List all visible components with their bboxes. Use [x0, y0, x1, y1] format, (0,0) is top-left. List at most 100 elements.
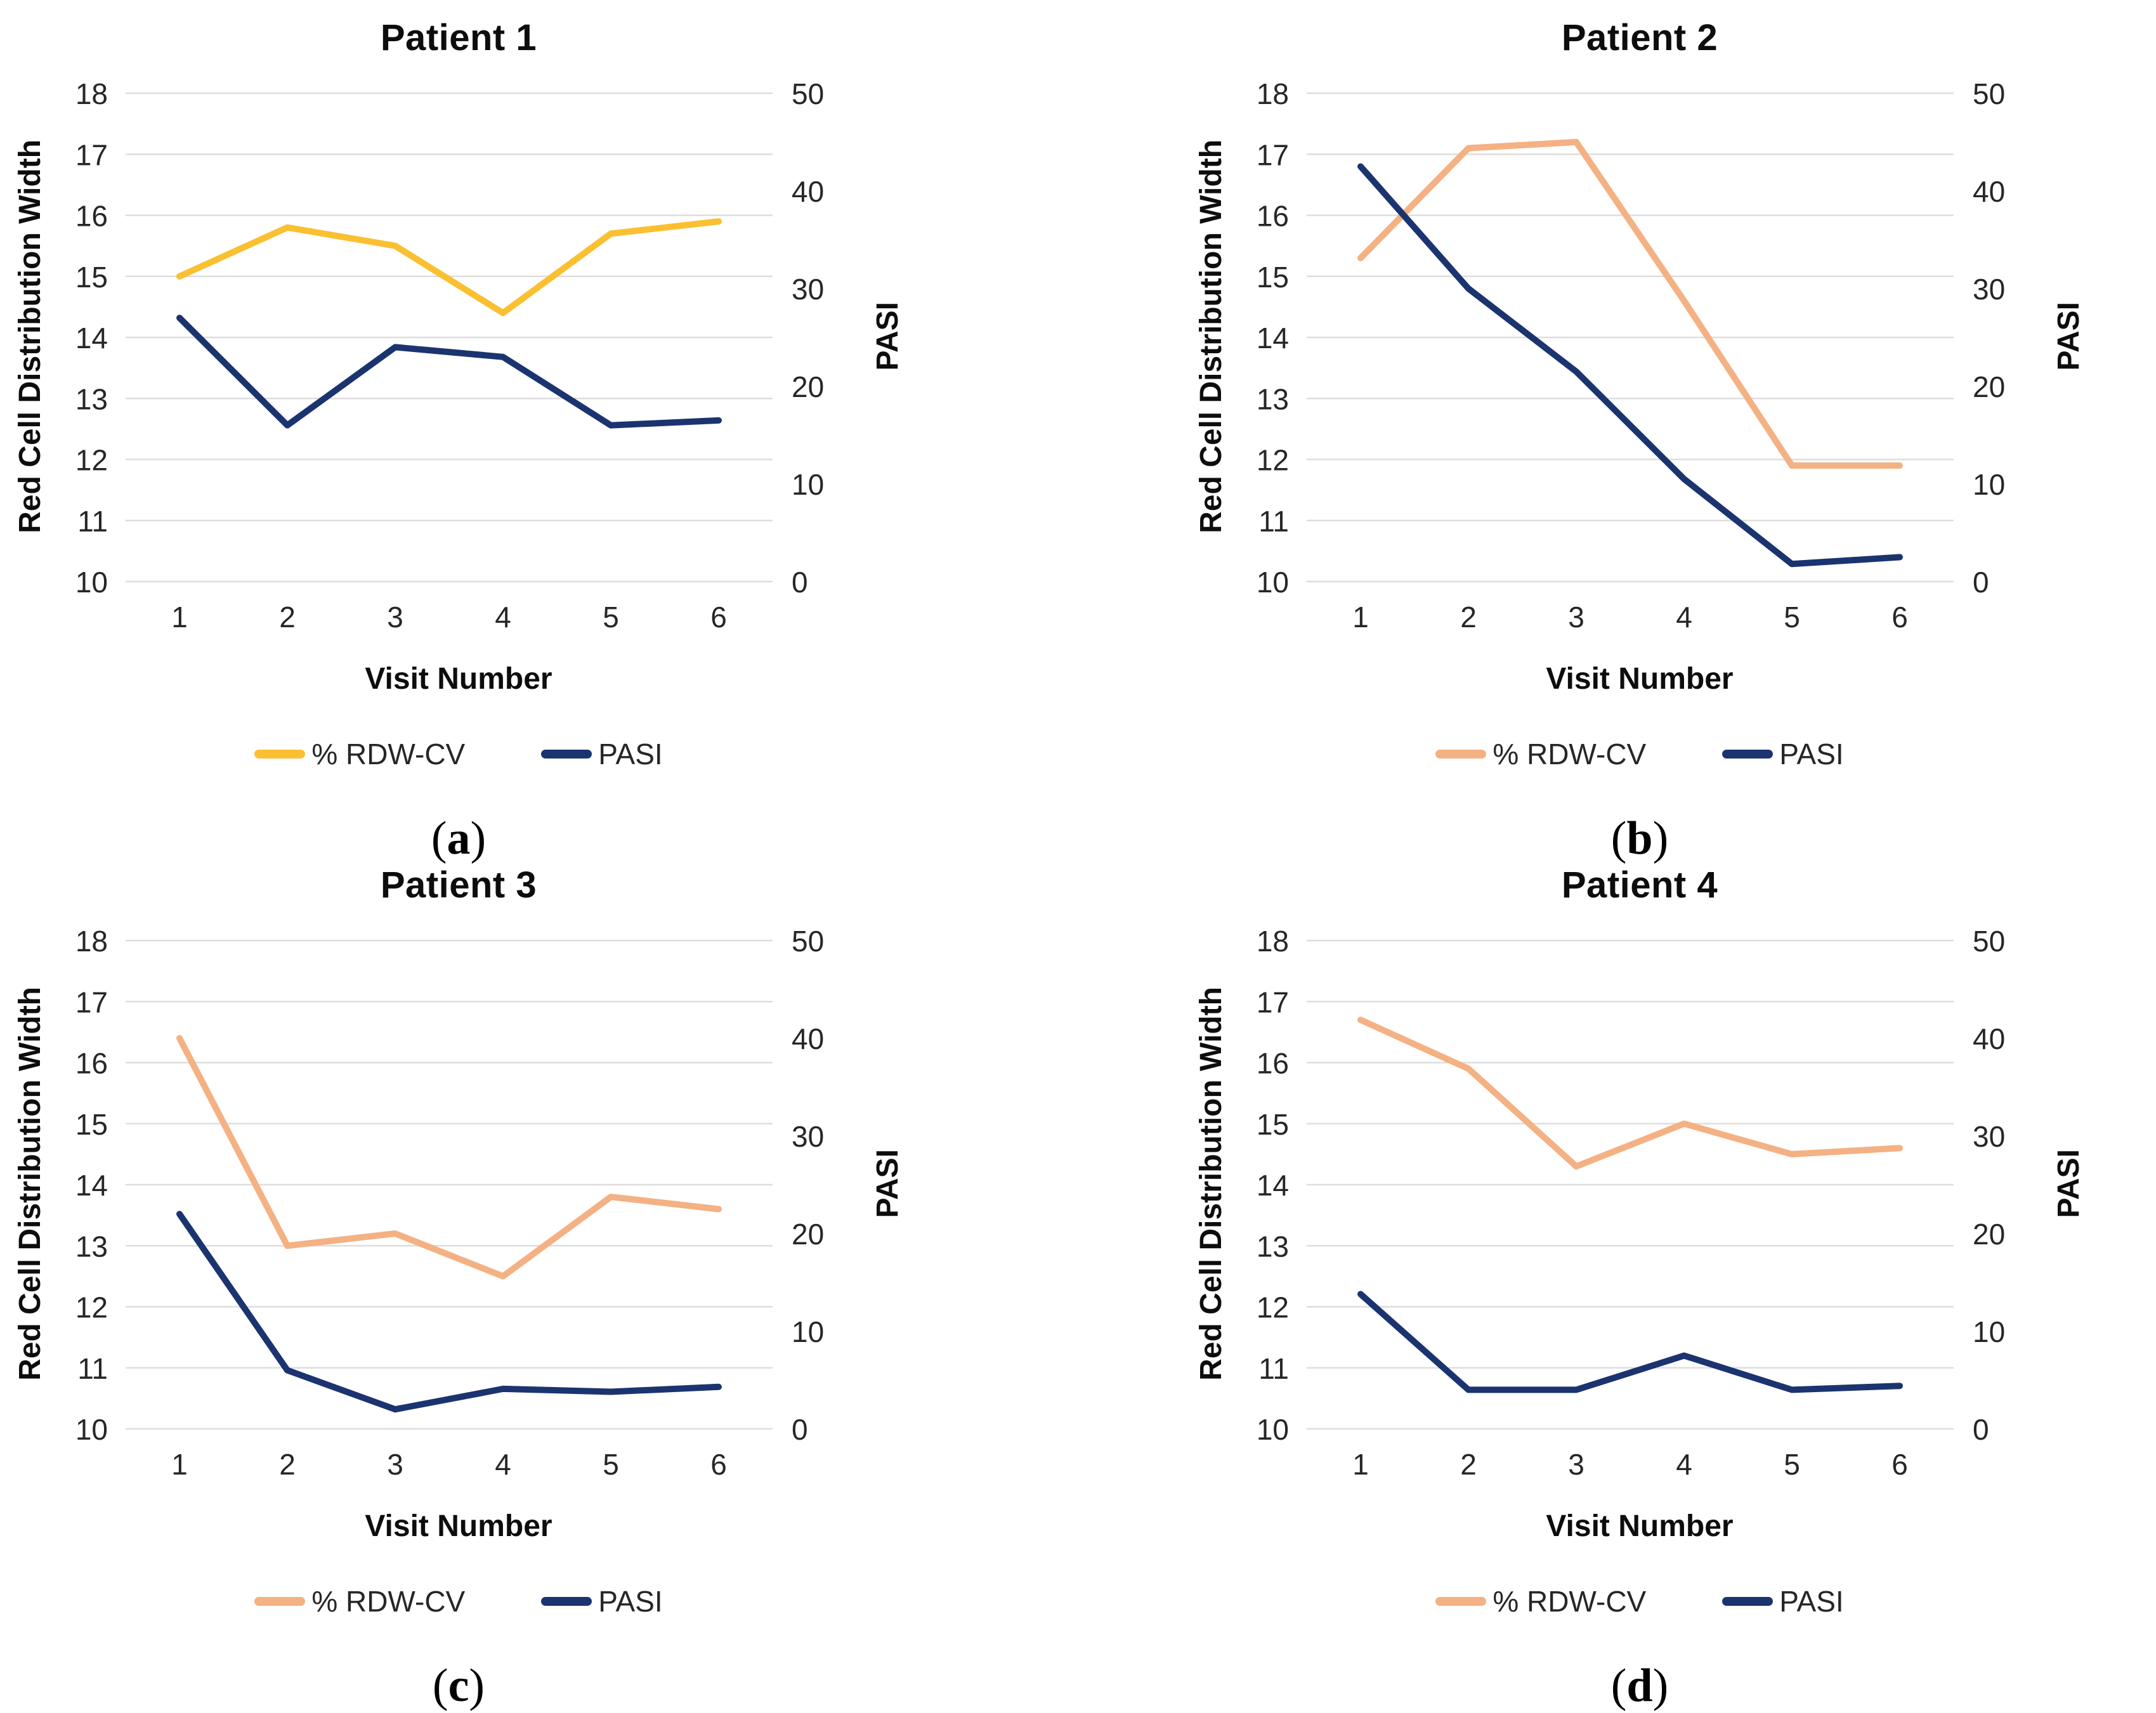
panel-caption: (d) — [1610, 1660, 1669, 1712]
legend-item-pasi: PASI — [1722, 1584, 1844, 1619]
legend-item-rdw: % RDW-CV — [1435, 1584, 1646, 1619]
svg-text:10: 10 — [1973, 468, 2005, 501]
svg-text:3: 3 — [1568, 601, 1584, 634]
svg-text:30: 30 — [1973, 273, 2005, 306]
svg-text:13: 13 — [75, 1230, 108, 1263]
x-axis-label: Visit Number — [365, 1509, 552, 1543]
svg-text:17: 17 — [75, 986, 108, 1019]
svg-text:6: 6 — [710, 601, 727, 634]
svg-text:5: 5 — [603, 1448, 619, 1481]
x-axis-label: Visit Number — [365, 662, 552, 696]
y-axis-title-right: PASI — [870, 1149, 905, 1218]
svg-text:2: 2 — [1460, 601, 1477, 634]
svg-text:16: 16 — [75, 200, 108, 233]
panel-caption: (b) — [1610, 812, 1669, 864]
rdw-legend-label: % RDW-CV — [311, 738, 466, 771]
svg-text:1: 1 — [1352, 1448, 1369, 1481]
svg-text:4: 4 — [1676, 601, 1692, 634]
svg-text:5: 5 — [603, 601, 619, 634]
svg-text:1: 1 — [171, 1448, 188, 1481]
svg-text:10: 10 — [1257, 1413, 1289, 1446]
y-axis-title-right: PASI — [2051, 301, 2086, 371]
svg-text:14: 14 — [75, 322, 108, 355]
chart-title: Patient 4 — [1561, 864, 1718, 906]
svg-text:6: 6 — [1891, 1448, 1908, 1481]
svg-text:13: 13 — [1257, 382, 1289, 415]
pasi-line-swatch — [1722, 1597, 1774, 1606]
svg-text:30: 30 — [792, 1120, 824, 1153]
legend: % RDW-CV PASI — [254, 1584, 663, 1619]
rdw-line-swatch — [254, 750, 306, 759]
svg-text:4: 4 — [495, 1448, 511, 1481]
patient-4-panel: Patient 4 Red Cell Distribution Width 10… — [1078, 847, 2156, 1712]
y-axis-title-left: Red Cell Distribution Width — [1194, 139, 1228, 533]
panel-caption: (a) — [431, 812, 487, 864]
legend-item-pasi: PASI — [1722, 737, 1844, 771]
svg-text:18: 18 — [1257, 77, 1289, 110]
rdw-line-swatch — [254, 1597, 306, 1606]
pasi-legend-label: PASI — [1779, 1585, 1844, 1618]
svg-text:1: 1 — [1352, 601, 1369, 634]
svg-text:10: 10 — [1973, 1315, 2005, 1348]
patient-2-panel: Patient 2 Red Cell Distribution Width 10… — [1078, 0, 2156, 864]
svg-text:11: 11 — [77, 505, 108, 538]
svg-text:5: 5 — [1784, 601, 1800, 634]
svg-text:10: 10 — [75, 1413, 108, 1446]
svg-text:15: 15 — [75, 1108, 108, 1141]
svg-text:0: 0 — [792, 566, 808, 599]
svg-text:12: 12 — [75, 1291, 108, 1324]
svg-text:30: 30 — [792, 273, 824, 306]
svg-text:6: 6 — [710, 1448, 727, 1481]
svg-text:5: 5 — [1784, 1448, 1800, 1481]
legend-item-pasi: PASI — [541, 737, 663, 771]
svg-text:40: 40 — [1973, 175, 2005, 208]
svg-text:20: 20 — [792, 1218, 824, 1251]
svg-text:15: 15 — [1257, 1108, 1289, 1141]
svg-text:3: 3 — [387, 1448, 403, 1481]
chart-title: Patient 3 — [380, 864, 537, 906]
svg-text:16: 16 — [1257, 200, 1289, 233]
svg-text:0: 0 — [1973, 566, 1989, 599]
svg-text:14: 14 — [1257, 322, 1289, 355]
svg-text:40: 40 — [792, 175, 824, 208]
legend: % RDW-CV PASI — [1435, 1584, 1844, 1619]
rdw-legend-label: % RDW-CV — [311, 1585, 466, 1618]
pasi-line-swatch — [1722, 750, 1774, 759]
svg-text:18: 18 — [1257, 925, 1289, 958]
svg-text:11: 11 — [1258, 505, 1289, 538]
svg-text:12: 12 — [1257, 1291, 1289, 1324]
svg-text:14: 14 — [1257, 1169, 1289, 1202]
svg-text:17: 17 — [1257, 138, 1289, 171]
patient-3-panel: Patient 3 Red Cell Distribution Width 10… — [0, 847, 1078, 1712]
svg-text:50: 50 — [1973, 77, 2005, 110]
legend-item-rdw: % RDW-CV — [254, 1584, 465, 1619]
svg-text:13: 13 — [75, 382, 108, 415]
legend-item-rdw: % RDW-CV — [254, 737, 465, 771]
panel-caption: (c) — [432, 1660, 485, 1712]
svg-text:18: 18 — [75, 77, 108, 110]
svg-text:50: 50 — [1973, 925, 2005, 958]
legend-item-rdw: % RDW-CV — [1435, 737, 1646, 771]
svg-text:10: 10 — [792, 1315, 824, 1348]
y-axis-title-left: Red Cell Distribution Width — [13, 986, 47, 1381]
pasi-line-swatch — [541, 1597, 592, 1606]
svg-text:2: 2 — [1460, 1448, 1477, 1481]
pasi-legend-label: PASI — [1779, 738, 1844, 771]
svg-text:11: 11 — [77, 1352, 108, 1385]
svg-text:50: 50 — [792, 77, 824, 110]
svg-text:14: 14 — [75, 1169, 108, 1202]
rdw-legend-label: % RDW-CV — [1493, 738, 1647, 771]
legend-item-pasi: PASI — [541, 1584, 663, 1619]
chart-title: Patient 1 — [380, 17, 537, 58]
pasi-line-swatch — [541, 750, 592, 759]
svg-text:1: 1 — [171, 601, 188, 634]
svg-text:0: 0 — [1973, 1413, 1989, 1446]
svg-text:40: 40 — [1973, 1022, 2005, 1055]
svg-text:10: 10 — [75, 566, 108, 599]
svg-text:17: 17 — [75, 138, 108, 171]
svg-text:10: 10 — [1257, 566, 1289, 599]
svg-text:4: 4 — [1676, 1448, 1692, 1481]
